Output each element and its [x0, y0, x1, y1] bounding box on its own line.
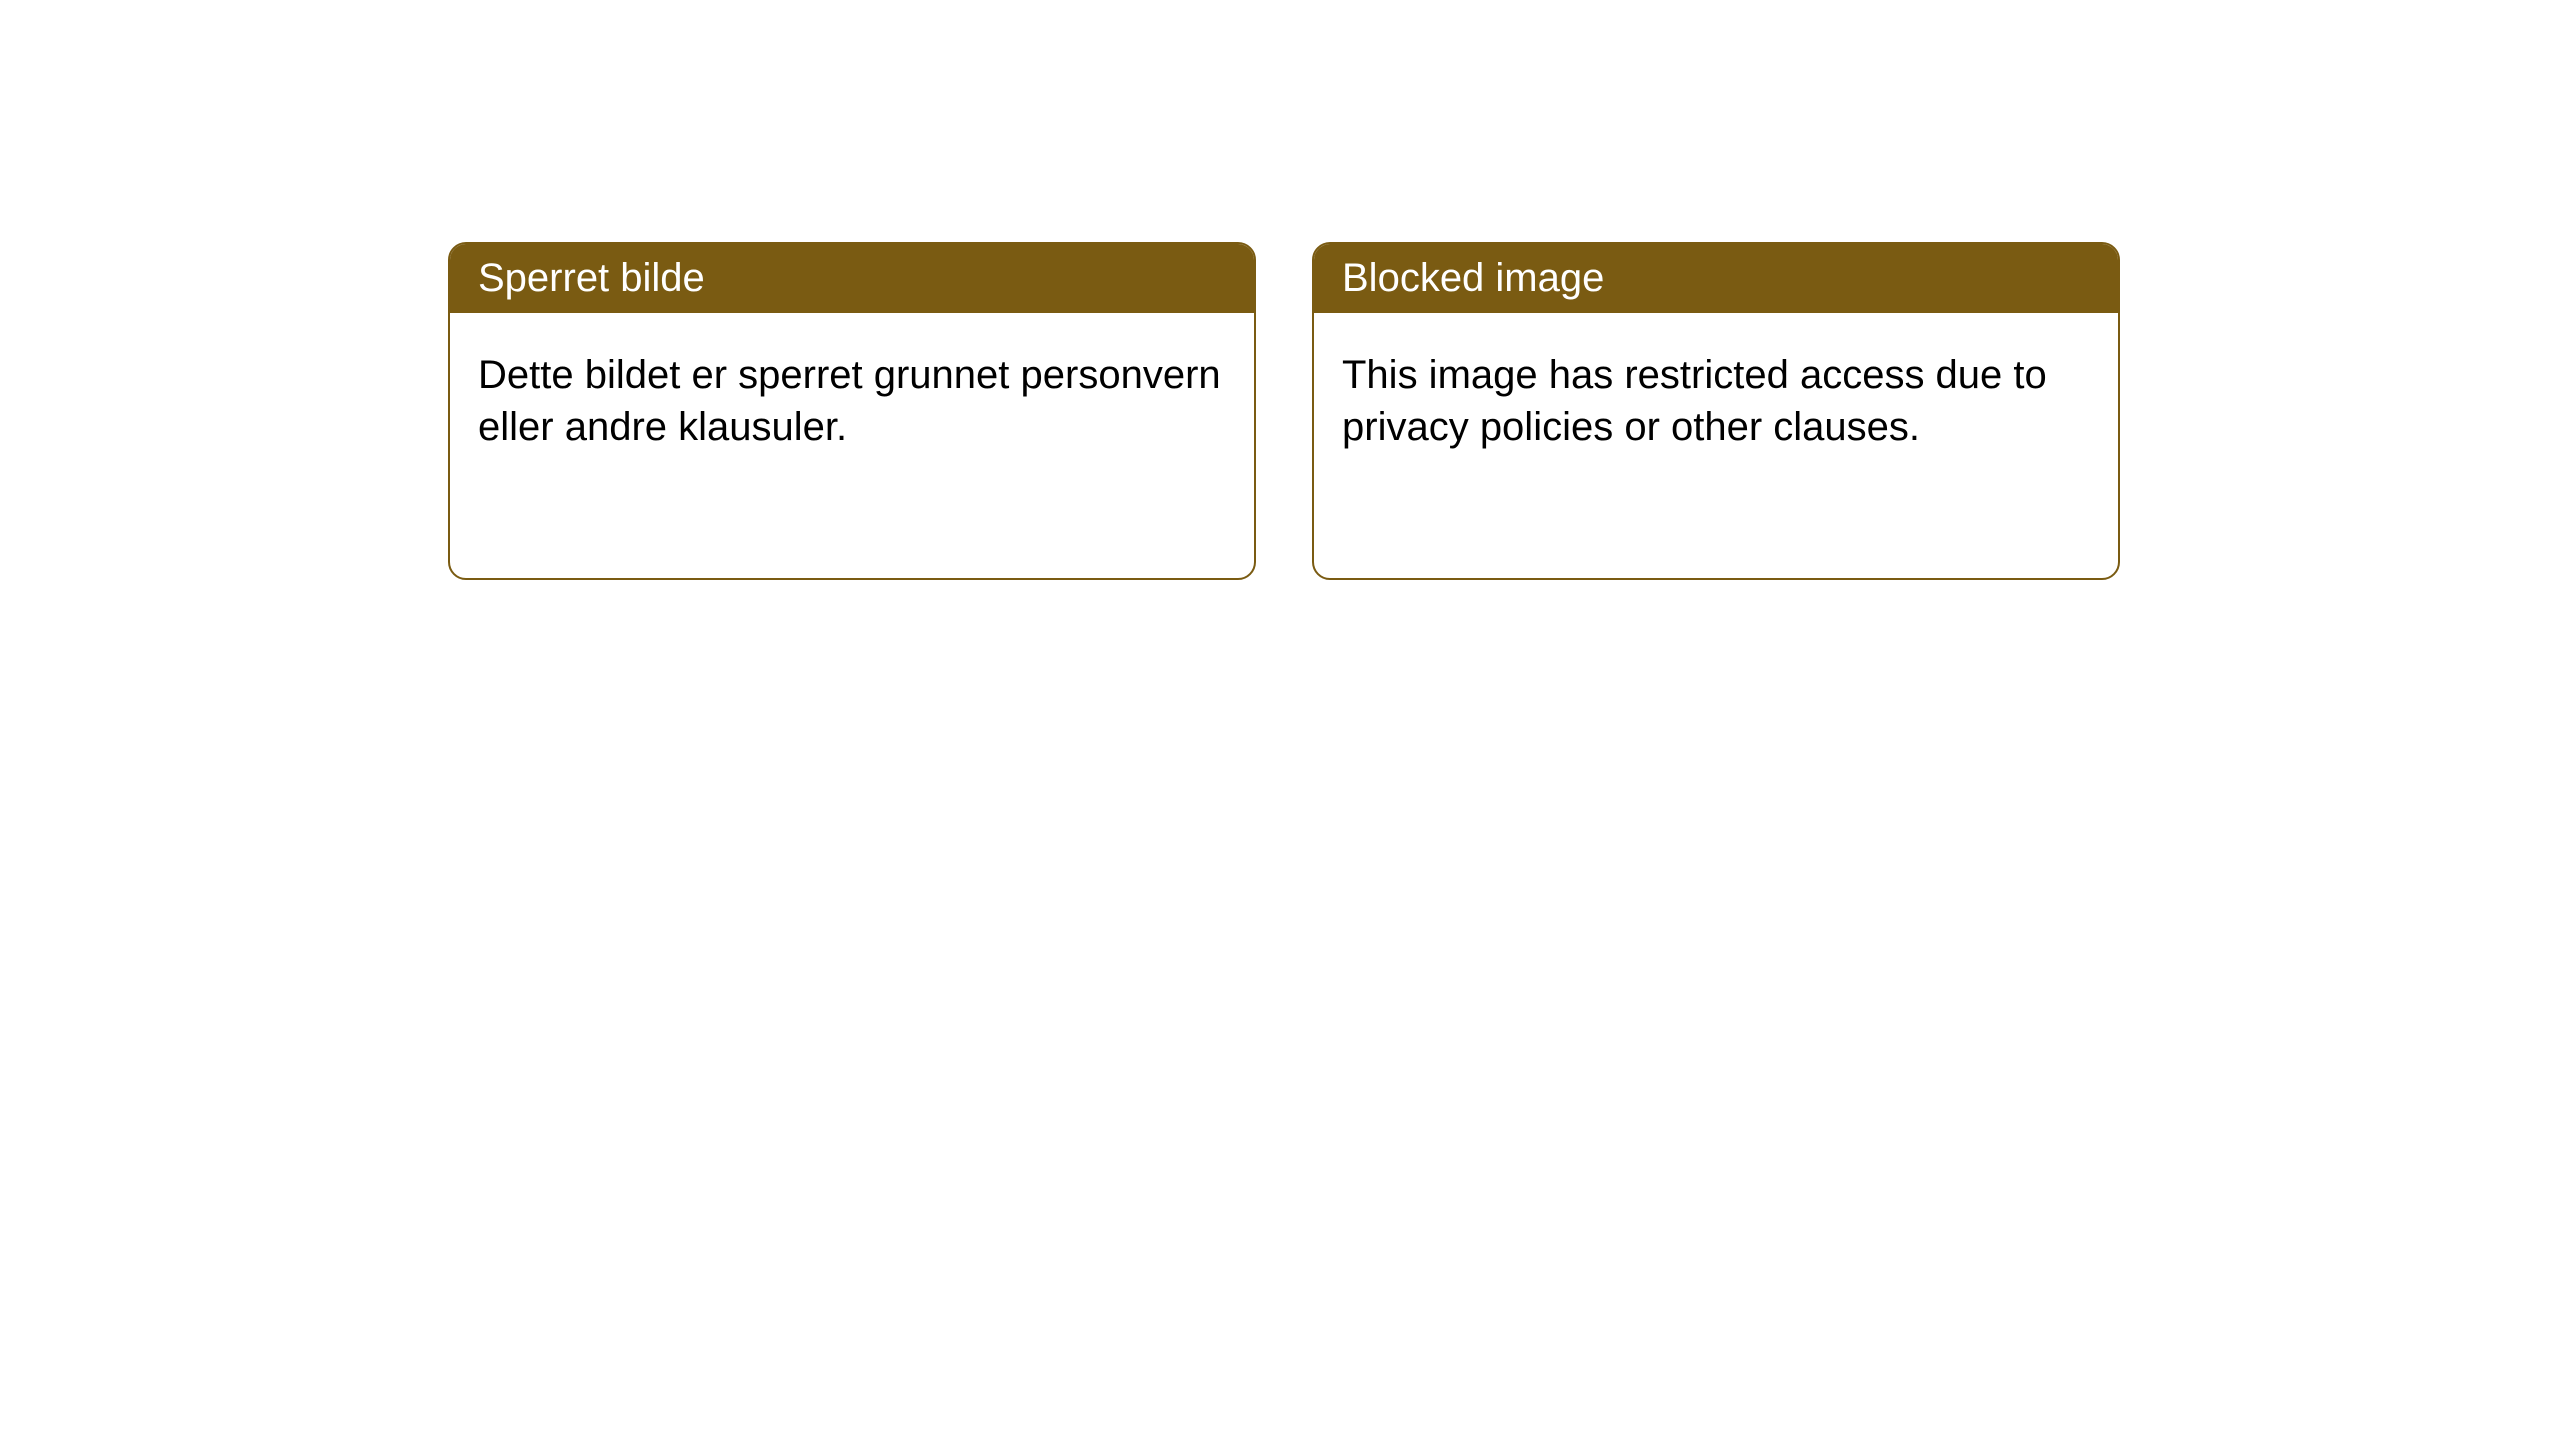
- card-title: Sperret bilde: [450, 244, 1254, 313]
- notice-container: Sperret bilde Dette bildet er sperret gr…: [0, 0, 2560, 580]
- blocked-image-card-no: Sperret bilde Dette bildet er sperret gr…: [448, 242, 1256, 580]
- blocked-image-card-en: Blocked image This image has restricted …: [1312, 242, 2120, 580]
- card-body: This image has restricted access due to …: [1314, 313, 2118, 489]
- card-body: Dette bildet er sperret grunnet personve…: [450, 313, 1254, 489]
- card-title: Blocked image: [1314, 244, 2118, 313]
